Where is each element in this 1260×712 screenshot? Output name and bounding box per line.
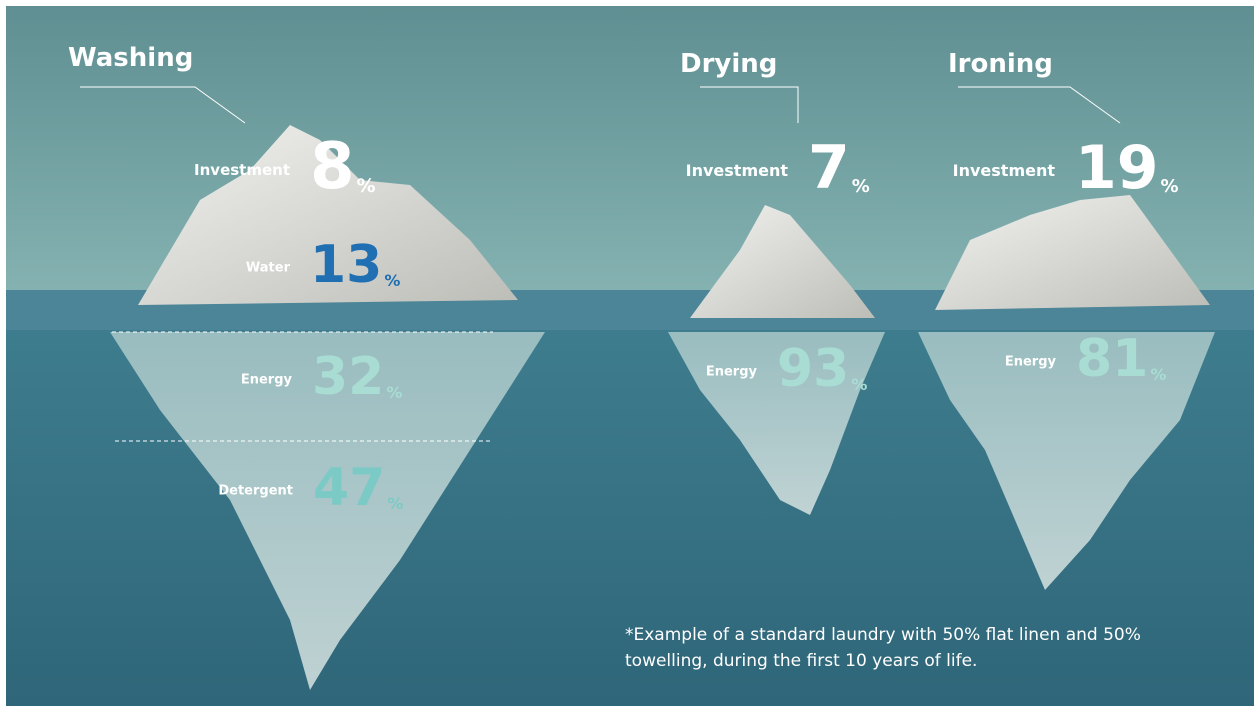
item-unit: % — [357, 175, 376, 197]
item-label: Energy — [241, 373, 293, 388]
item-label: Energy — [1005, 355, 1057, 370]
item-unit: % — [386, 383, 402, 402]
item-value: 8 — [310, 130, 355, 204]
item-value: 81 — [1076, 329, 1148, 389]
item-value: 47 — [313, 458, 385, 518]
item-label: Investment — [953, 161, 1056, 180]
item-value: 19 — [1075, 133, 1159, 203]
scene: Washing Drying Ironing Investment 8% Water… — [0, 0, 1260, 712]
item-unit: % — [387, 494, 403, 513]
footnote: *Example of a standard laundry with 50% … — [625, 622, 1225, 674]
infographic: Washing Drying Ironing Investment 8% Water… — [0, 0, 1260, 712]
item-unit: % — [852, 176, 870, 197]
group-title: Washing — [68, 43, 193, 73]
item-value: 93 — [777, 339, 849, 399]
item-unit: % — [1161, 176, 1179, 197]
item-unit: % — [1150, 365, 1166, 384]
group-title: Ironing — [948, 49, 1053, 79]
item-value: 7 — [808, 133, 850, 203]
item-label: Investment — [686, 161, 789, 180]
item-label: Detergent — [218, 484, 293, 499]
group-title: Drying — [680, 49, 777, 79]
item-unit: % — [851, 375, 867, 394]
item-unit: % — [384, 271, 400, 290]
item-label: Investment — [194, 161, 290, 179]
item-value: 13 — [310, 235, 382, 295]
item-label: Energy — [706, 365, 758, 380]
item-label: Water — [246, 261, 291, 276]
item-value: 32 — [312, 347, 384, 407]
